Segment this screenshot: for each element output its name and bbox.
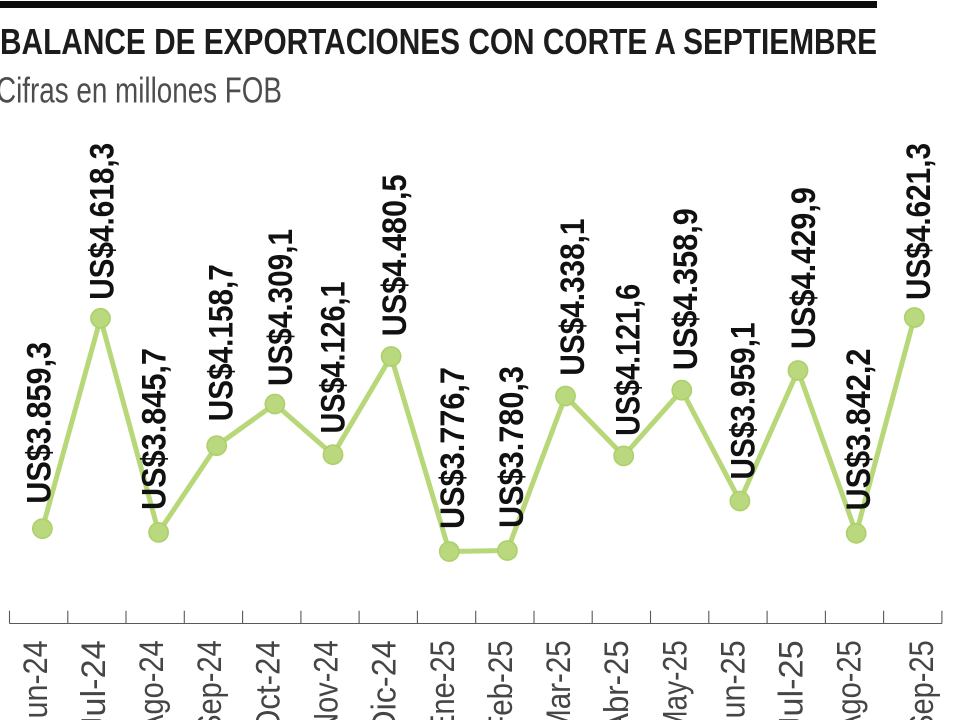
svg-text:Sep-25: Sep-25 xyxy=(903,640,941,720)
svg-text:US$4.480,5: US$4.480,5 xyxy=(376,174,414,336)
svg-text:Ago-25: Ago-25 xyxy=(831,640,869,720)
svg-text:Abr-25: Abr-25 xyxy=(598,640,636,720)
svg-text:Feb-25: Feb-25 xyxy=(482,640,520,720)
svg-text:US$4.338,1: US$4.338,1 xyxy=(554,219,592,376)
svg-text:Jul-24: Jul-24 xyxy=(75,640,113,720)
svg-text:US$3.845,7: US$3.845,7 xyxy=(136,348,174,510)
svg-text:US$3.859,3: US$3.859,3 xyxy=(20,342,58,504)
svg-text:Dic-24: Dic-24 xyxy=(366,640,404,720)
svg-text:US$3.776,7: US$3.776,7 xyxy=(434,367,472,529)
svg-text:Jun-24: Jun-24 xyxy=(17,640,55,720)
svg-text:Sep-24: Sep-24 xyxy=(191,640,229,720)
svg-text:US$4.618,3: US$4.618,3 xyxy=(84,143,122,300)
svg-text:BALANCE DE EXPORTACIONES CON C: BALANCE DE EXPORTACIONES CON CORTE A SEP… xyxy=(0,21,877,62)
svg-text:Jul-25: Jul-25 xyxy=(773,640,811,720)
svg-text:US$4.121,6: US$4.121,6 xyxy=(609,284,647,436)
svg-text:US$3.959,1: US$3.959,1 xyxy=(725,323,763,480)
svg-text:Mar-25: Mar-25 xyxy=(540,640,578,720)
svg-text:US$4.126,1: US$4.126,1 xyxy=(314,282,352,434)
svg-text:Ago-24: Ago-24 xyxy=(133,640,171,720)
svg-text:US$4.309,1: US$4.309,1 xyxy=(262,229,300,386)
svg-text:Oct-24: Oct-24 xyxy=(249,640,287,720)
svg-text:Cifras en millones FOB: Cifras en millones FOB xyxy=(0,69,282,110)
svg-text:US$3.780,3: US$3.780,3 xyxy=(493,366,531,528)
svg-text:Ene-25: Ene-25 xyxy=(424,640,462,720)
svg-text:Jun-25: Jun-25 xyxy=(714,640,752,720)
svg-text:US$4.158,7: US$4.158,7 xyxy=(202,264,240,421)
svg-text:May-25: May-25 xyxy=(656,640,694,720)
svg-text:Nov-24: Nov-24 xyxy=(308,640,346,720)
svg-text:US$4.621,3: US$4.621,3 xyxy=(900,143,938,300)
svg-text:US$3.842,2: US$3.842,2 xyxy=(840,349,878,511)
svg-text:US$4.358,9: US$4.358,9 xyxy=(667,208,705,370)
svg-text:US$4.429,9: US$4.429,9 xyxy=(785,187,823,349)
